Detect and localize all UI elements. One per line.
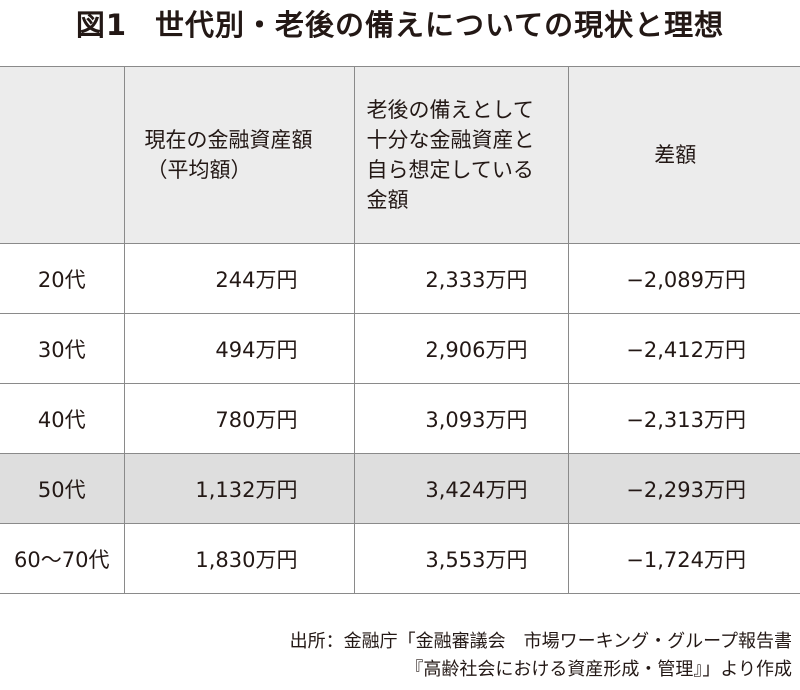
header-difference: 差額	[567, 66, 800, 244]
cell-current-assets: 494万円	[123, 313, 355, 384]
header-needed-line1: 老後の備えとして	[366, 98, 534, 122]
cell-current-assets: 1,830万円	[123, 523, 355, 594]
header-needed-line4: 金額	[366, 188, 409, 212]
cell-difference: −2,089万円	[567, 243, 800, 314]
header-current-line2: （平均額）	[146, 158, 252, 182]
header-generation	[0, 66, 125, 244]
cell-needed-assets: 3,093万円	[353, 383, 569, 454]
header-needed-assets: 老後の備えとして 十分な金融資産と 自ら想定している 金額	[353, 66, 569, 244]
cell-generation: 20代	[0, 243, 125, 314]
table-row: 40代 780万円 3,093万円 −2,313万円	[0, 383, 800, 454]
figure-number: 図1	[75, 8, 128, 42]
table-row-highlighted: 50代 1,132万円 3,424万円 −2,293万円	[0, 453, 800, 524]
cell-generation: 60〜70代	[0, 523, 125, 594]
source-note: 出所：金融庁「金融審議会 市場ワーキング・グループ報告書 『高齢社会における資産…	[290, 628, 792, 684]
header-needed-line3: 自ら想定している	[366, 158, 534, 182]
cell-difference: −2,412万円	[567, 313, 800, 384]
header-current-assets: 現在の金融資産額 （平均額）	[123, 66, 355, 244]
table-row: 20代 244万円 2,333万円 −2,089万円	[0, 243, 800, 314]
cell-difference: −2,313万円	[567, 383, 800, 454]
figure-title: 図1 世代別・老後の備えについての現状と理想	[0, 2, 800, 44]
cell-generation: 40代	[0, 383, 125, 454]
cell-needed-assets: 2,333万円	[353, 243, 569, 314]
header-current-line1: 現在の金融資産額	[144, 128, 313, 152]
cell-generation: 30代	[0, 313, 125, 384]
header-needed-line2: 十分な金融資産と	[366, 128, 535, 152]
cell-current-assets: 1,132万円	[123, 453, 355, 524]
source-line2: 『高齢社会における資産形成・管理』」より作成	[405, 659, 792, 680]
cell-generation: 50代	[0, 453, 125, 524]
cell-needed-assets: 2,906万円	[353, 313, 569, 384]
cell-difference: −1,724万円	[567, 523, 800, 594]
source-line1: 出所：金融庁「金融審議会 市場ワーキング・グループ報告書	[289, 631, 792, 652]
comparison-table: 現在の金融資産額 （平均額） 老後の備えとして 十分な金融資産と 自ら想定してい…	[0, 66, 800, 594]
cell-needed-assets: 3,424万円	[353, 453, 569, 524]
table-header-row: 現在の金融資産額 （平均額） 老後の備えとして 十分な金融資産と 自ら想定してい…	[0, 66, 800, 244]
figure-title-text: 世代別・老後の備えについての現状と理想	[155, 8, 725, 42]
cell-current-assets: 244万円	[123, 243, 355, 314]
table-row: 60〜70代 1,830万円 3,553万円 −1,724万円	[0, 523, 800, 594]
cell-needed-assets: 3,553万円	[353, 523, 569, 594]
cell-difference: −2,293万円	[567, 453, 800, 524]
table-row: 30代 494万円 2,906万円 −2,412万円	[0, 313, 800, 384]
cell-current-assets: 780万円	[123, 383, 355, 454]
